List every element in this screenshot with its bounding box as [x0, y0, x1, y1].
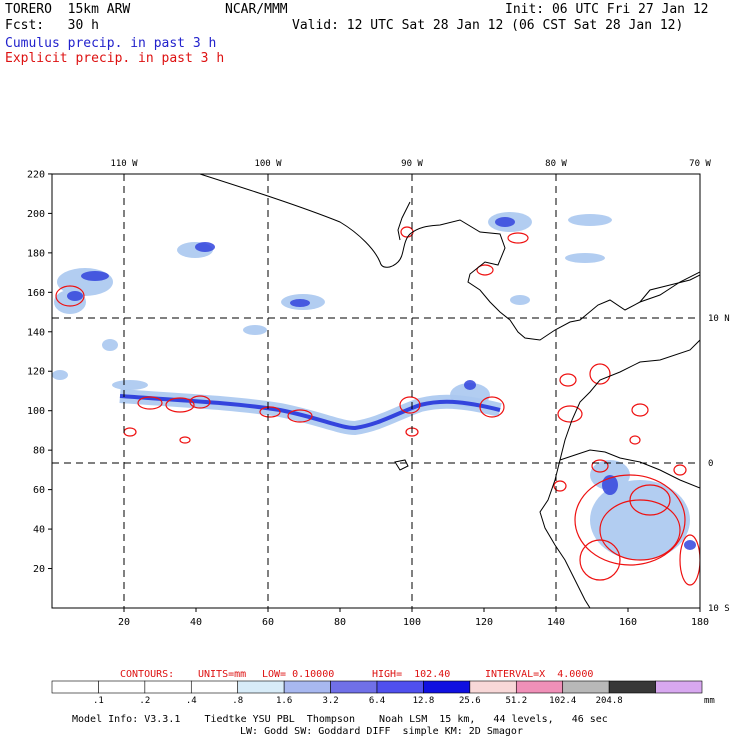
explicit-field-label: Explicit precip. in past 3 h	[5, 51, 225, 66]
longitude-label: 90 W	[401, 159, 423, 169]
y-tick-label: 120	[27, 367, 45, 378]
cumulus-field-label: Cumulus precip. in past 3 h	[5, 36, 217, 51]
x-tick-label: 120	[475, 617, 493, 628]
longitude-label: 110 W	[110, 159, 138, 169]
latitude-label: 10 N	[708, 314, 730, 324]
plot-frame	[51, 173, 701, 609]
y-tick-label: 100	[27, 406, 45, 417]
legend-swatch	[330, 680, 378, 694]
contours-units: UNITS=mm	[198, 669, 247, 680]
coastlines	[199, 174, 700, 608]
contours-low: LOW= 0.10000	[262, 669, 335, 680]
contours-label: CONTOURS:	[120, 669, 175, 680]
latitude-label: 10 S	[708, 604, 730, 614]
legend-swatch	[51, 680, 99, 694]
init-time: Init: 06 UTC Fri 27 Jan 12	[505, 2, 709, 17]
y-tick-label: 180	[27, 248, 45, 259]
longitude-label: 70 W	[689, 159, 711, 169]
longitude-label: 100 W	[254, 159, 282, 169]
y-tick-label: 140	[27, 327, 45, 338]
legend-swatch	[237, 680, 285, 694]
forecast-hour: Fcst: 30 h	[5, 18, 99, 33]
legend-label: 6.4	[369, 696, 385, 706]
legend-label: 204.8	[596, 696, 623, 706]
x-tick-label: 20	[118, 617, 130, 628]
color-legend: .1 .2 .4 .8 1.6 3.2 6.4 12.8 25.6 51.2 102.4 204.8 m…	[51, 680, 715, 706]
legend-swatch	[655, 680, 703, 694]
y-tick-label: 220	[27, 169, 45, 180]
legend-label: 25.6	[459, 696, 481, 706]
legend-swatch	[144, 680, 192, 694]
physics-info: LW: Godd SW: Goddard DIFF simple KM: 2D …	[240, 726, 523, 737]
legend-swatch	[98, 680, 146, 694]
legend-label: mm	[704, 696, 715, 706]
model-info: Model Info: V3.3.1 Tiedtke YSU PBL Thomp…	[72, 714, 608, 725]
explicit-precip-contours	[55, 226, 700, 586]
legend-label: 1.6	[276, 696, 292, 706]
y-tick-label: 80	[33, 446, 45, 457]
legend-swatch	[562, 680, 610, 694]
latitude-label: 0	[708, 459, 713, 469]
lat-lon-grid	[52, 174, 700, 608]
legend-swatch	[469, 680, 517, 694]
legend-label: 3.2	[322, 696, 338, 706]
itcz-core-band	[119, 394, 501, 431]
legend-label: .8	[232, 696, 243, 706]
y-tick-label: 160	[27, 288, 45, 299]
legend-swatch	[376, 680, 424, 694]
x-tick-label: 40	[190, 617, 202, 628]
legend-label: .2	[139, 696, 150, 706]
y-tick-label: 60	[33, 485, 45, 496]
x-tick-label: 100	[403, 617, 421, 628]
legend-swatch	[608, 680, 656, 694]
legend-swatch	[283, 680, 331, 694]
cumulus-light-areas	[52, 212, 690, 560]
y-tick-label: 40	[33, 525, 45, 536]
legend-label: 12.8	[413, 696, 435, 706]
legend-label: 51.2	[505, 696, 527, 706]
cumulus-strong-areas	[67, 217, 696, 550]
contours-interval: INTERVAL=X 4.0000	[485, 669, 594, 680]
contours-high: HIGH= 102.40	[372, 669, 451, 680]
legend-label: .4	[186, 696, 197, 706]
legend-label: .1	[93, 696, 104, 706]
x-tick-label: 60	[262, 617, 274, 628]
valid-time: Valid: 12 UTC Sat 28 Jan 12 (06 CST Sat …	[292, 18, 684, 33]
axes-layer: 2040608010012014016018020022024026028030…	[27, 159, 730, 628]
x-tick-label: 180	[691, 617, 709, 628]
x-tick-label: 160	[619, 617, 637, 628]
legend-swatch	[190, 680, 239, 694]
precipitation-layer	[52, 174, 700, 608]
x-tick-label: 140	[547, 617, 565, 628]
organization-label: NCAR/MMM	[225, 2, 288, 17]
legend-label: 102.4	[549, 696, 576, 706]
longitude-label: 80 W	[545, 159, 567, 169]
y-tick-label: 200	[27, 209, 45, 220]
legend-swatch	[423, 680, 471, 694]
model-title: TORERO 15km ARW	[5, 2, 131, 17]
y-tick-label: 20	[33, 564, 45, 575]
x-tick-label: 80	[334, 617, 346, 628]
legend-swatch	[515, 680, 564, 694]
